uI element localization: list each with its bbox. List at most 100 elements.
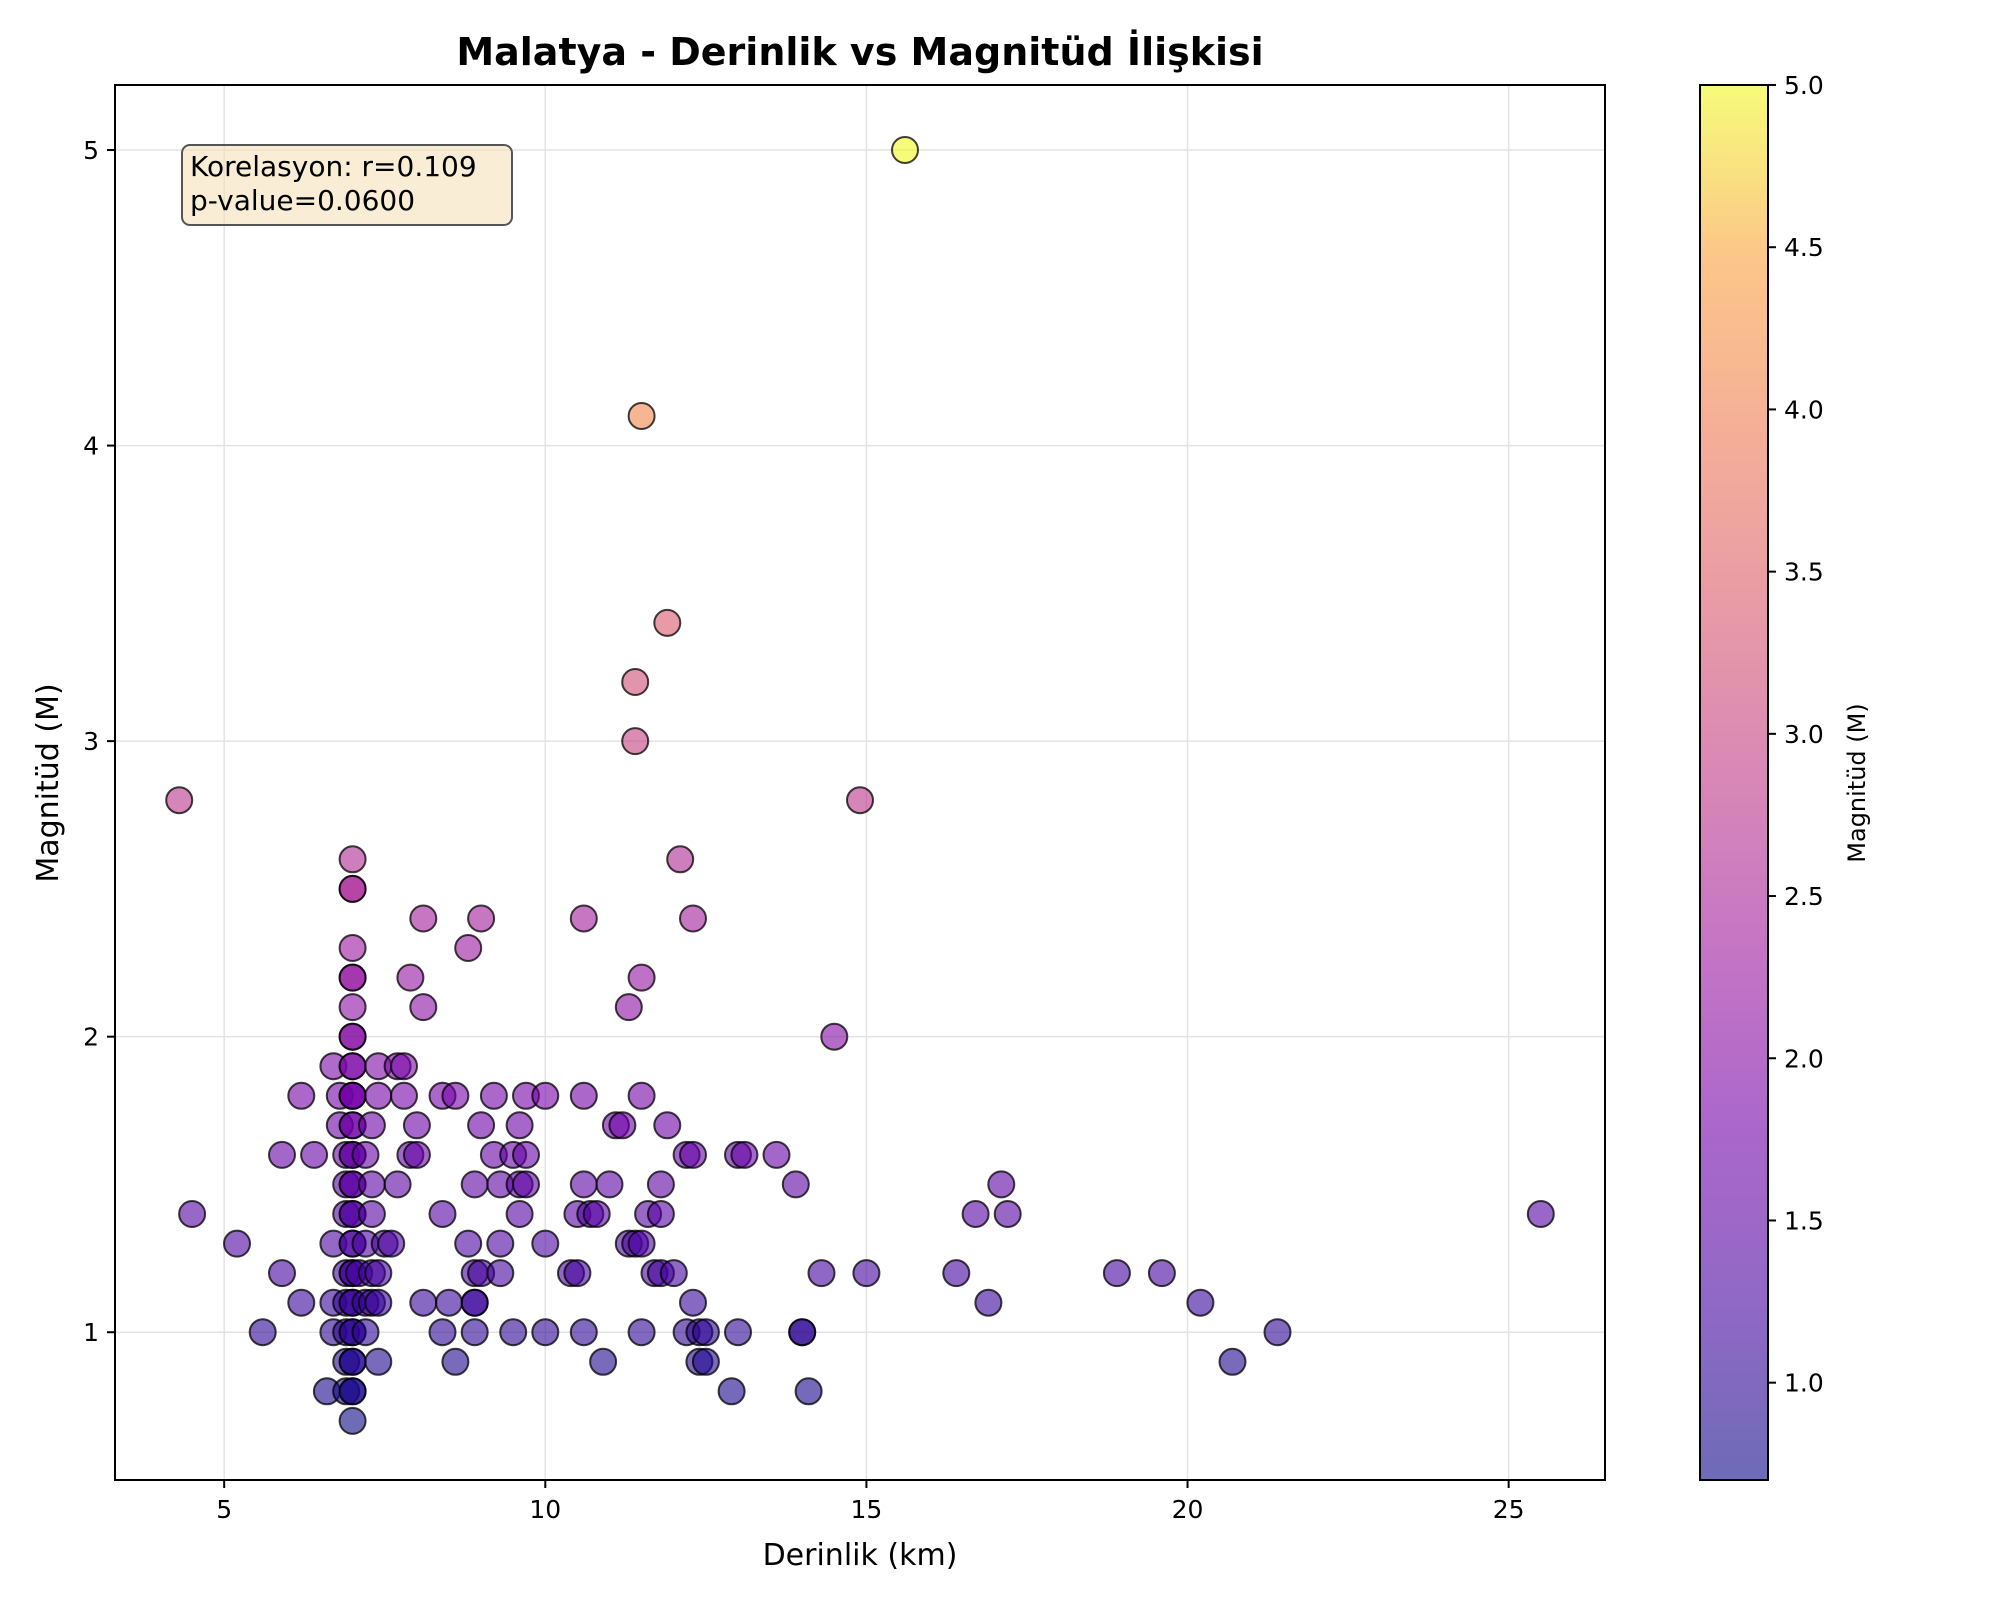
colorbar-tick-label: 3.5	[1784, 558, 1824, 587]
data-point	[569, 904, 598, 933]
data-point	[531, 1229, 560, 1258]
data-point	[223, 1229, 251, 1258]
data-point	[691, 1347, 720, 1376]
data-point	[338, 993, 367, 1022]
data-point	[467, 904, 496, 933]
colorbar-label: Magnitüd (M)	[1843, 703, 1871, 862]
data-point	[338, 1081, 367, 1110]
data-point	[679, 1140, 707, 1169]
data-point	[364, 1347, 393, 1376]
data-point	[467, 1111, 496, 1140]
data-point	[961, 1200, 990, 1228]
data-points	[165, 136, 1555, 1435]
data-point	[659, 1259, 688, 1288]
colorbar-tick-label: 5.0	[1784, 71, 1824, 100]
colorbar-ticks: 1.0 1.5 2.0 2.5 3.0 3.5 4.0 4.5 5.0	[1768, 71, 1824, 1398]
x-tick-label: 20	[1172, 1495, 1204, 1524]
y-axis-label: Magnitüd (M)	[31, 683, 66, 882]
data-point	[428, 1318, 457, 1347]
data-point	[781, 1170, 810, 1199]
data-point	[396, 963, 425, 992]
data-point	[987, 1170, 1016, 1199]
data-point	[1186, 1288, 1215, 1317]
data-point	[569, 1318, 598, 1347]
data-point	[621, 668, 650, 696]
data-point	[505, 1200, 534, 1228]
data-point	[402, 1140, 431, 1169]
data-point	[653, 1111, 682, 1140]
data-point	[512, 1140, 540, 1169]
colorbar-tick-label: 2.5	[1784, 882, 1824, 911]
data-point	[1102, 1259, 1131, 1288]
data-point	[486, 1229, 515, 1258]
data-point	[993, 1200, 1022, 1228]
data-point	[621, 727, 650, 756]
data-point	[653, 608, 682, 637]
data-point	[300, 1140, 329, 1169]
colorbar-tick-label: 2.0	[1784, 1044, 1824, 1073]
colorbar: 1.0 1.5 2.0 2.5 3.0 3.5 4.0 4.5 5.0 Magnitüd (M)	[1699, 71, 1871, 1481]
data-point	[1218, 1347, 1247, 1376]
data-point	[409, 904, 438, 933]
x-tick-label: 25	[1493, 1495, 1525, 1524]
data-point	[486, 1259, 515, 1288]
data-point	[441, 1081, 470, 1110]
data-point	[268, 1259, 296, 1288]
data-point	[807, 1259, 836, 1288]
data-point	[428, 1200, 457, 1228]
colorbar-tick-label: 4.0	[1784, 395, 1824, 424]
colorbar-tick-label: 3.0	[1784, 720, 1824, 749]
data-point	[454, 934, 483, 962]
data-point	[499, 1318, 528, 1347]
data-point	[820, 1022, 849, 1051]
data-point	[364, 1081, 393, 1110]
data-point	[595, 1170, 624, 1199]
data-point	[287, 1288, 316, 1317]
x-axis-label: Derinlik (km)	[763, 1538, 958, 1573]
data-point	[627, 1318, 656, 1347]
data-point	[460, 1288, 489, 1317]
data-point	[646, 1170, 675, 1199]
data-point	[666, 845, 695, 874]
data-point	[627, 963, 656, 992]
x-tick-label: 15	[851, 1495, 883, 1524]
data-point	[248, 1318, 277, 1347]
data-point	[627, 1229, 656, 1258]
data-point	[563, 1259, 592, 1288]
data-point	[1263, 1318, 1292, 1347]
colorbar-gradient	[1699, 84, 1769, 1481]
data-point	[338, 1377, 367, 1406]
data-point	[531, 1318, 560, 1347]
x-tick-label: 10	[529, 1495, 561, 1524]
data-point	[338, 845, 367, 874]
data-point	[390, 1081, 418, 1110]
data-point	[460, 1318, 489, 1347]
data-point	[1147, 1259, 1176, 1288]
colorbar-tick-label: 1.0	[1784, 1369, 1824, 1398]
data-point	[582, 1200, 611, 1228]
data-point	[364, 1288, 393, 1317]
data-point	[165, 786, 194, 815]
colorbar-tick-label: 4.5	[1784, 233, 1824, 262]
data-point	[338, 934, 367, 962]
data-point	[531, 1081, 560, 1110]
data-point	[268, 1140, 296, 1169]
data-point	[383, 1170, 412, 1199]
data-point	[357, 1170, 386, 1199]
data-point	[1526, 1200, 1555, 1228]
data-point	[724, 1318, 752, 1347]
data-point	[338, 1406, 367, 1435]
data-point	[608, 1111, 637, 1140]
data-point	[338, 874, 367, 903]
annotation-box	[181, 144, 513, 226]
data-point	[569, 1170, 598, 1199]
data-point	[402, 1111, 431, 1140]
data-point	[762, 1140, 791, 1169]
data-point	[479, 1081, 508, 1110]
data-point	[338, 1347, 367, 1376]
data-point	[390, 1052, 418, 1081]
data-point	[974, 1288, 1003, 1317]
data-point	[852, 1259, 881, 1288]
correlation-annotation: Korelasyon: r=0.109 p-value=0.0600	[181, 144, 513, 226]
